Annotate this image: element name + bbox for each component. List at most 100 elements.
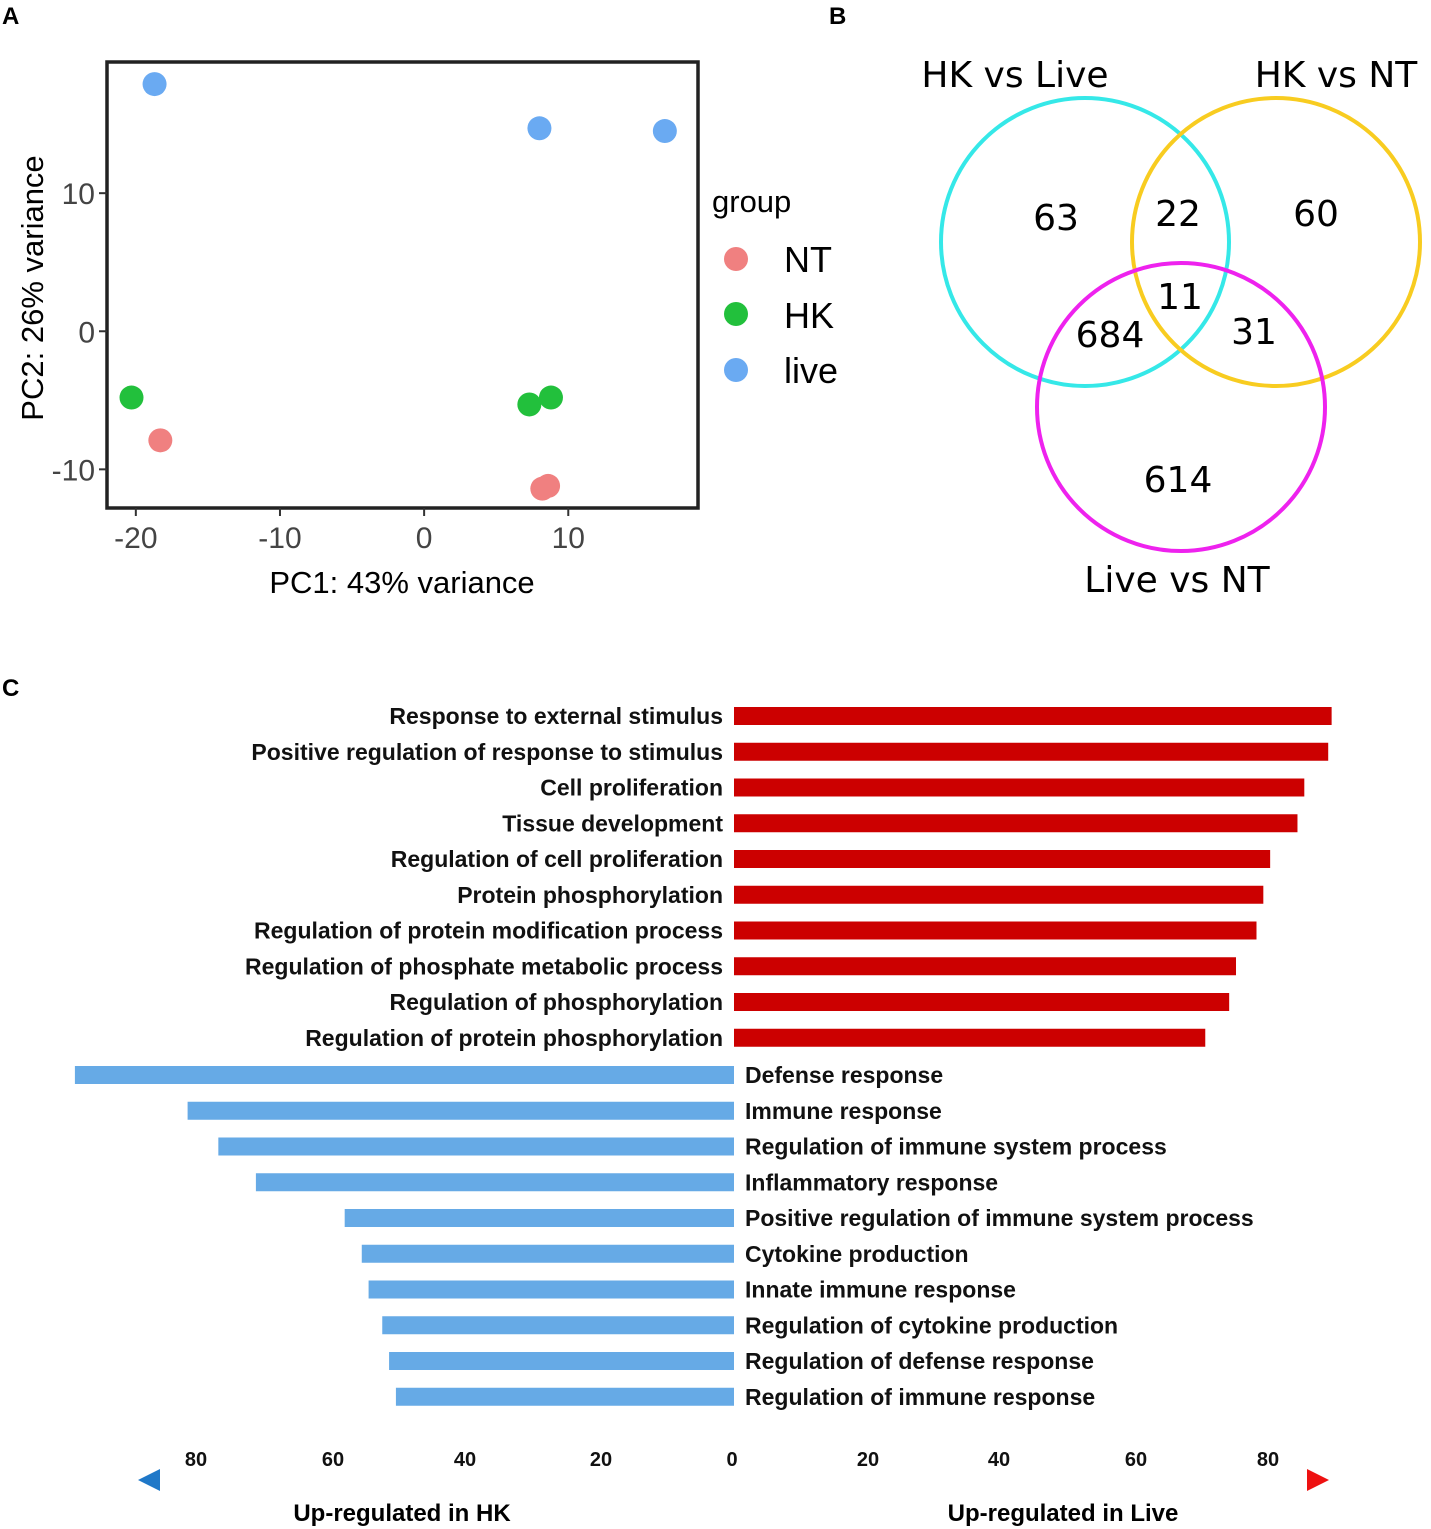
right-arrowhead-icon [1307, 1469, 1329, 1491]
pca-point-live [527, 116, 552, 141]
go-enrichment-bar-chart: Response to external stimulus Positive re… [74, 703, 1332, 1527]
pca-point-hk [119, 385, 144, 410]
bar-live-regulation-of-cell-proliferation [734, 850, 1271, 868]
pca-point-nt [536, 473, 561, 498]
bar-hk-cytokine-production [361, 1244, 734, 1263]
axis-tick-label-right: 40 [988, 1449, 1010, 1471]
category-label: Regulation of cell proliferation [391, 846, 723, 872]
left-arrowhead-icon [138, 1469, 160, 1491]
category-label: Innate immune response [745, 1277, 1016, 1303]
venn-set-label-hk-vs-live: HK vs Live [921, 55, 1108, 96]
axis-label-up-in-live: Up-regulated in Live [948, 1500, 1179, 1527]
x-tick-label: -10 [258, 522, 301, 555]
axis-tick-label-zero: 0 [726, 1449, 737, 1471]
y-tick-label: 10 [62, 178, 95, 211]
venn-count-hk-vs-live-only: 63 [1033, 198, 1079, 239]
legend-marker-live [724, 358, 748, 382]
bar-live-cell-proliferation [734, 778, 1305, 797]
category-label: Regulation of immune response [745, 1384, 1095, 1410]
bar-live-regulation-of-phosphorylation [734, 993, 1230, 1011]
pca-y-axis-label: PC2: 26% variance [15, 155, 50, 420]
bar-live-regulation-of-protein-modification-process [734, 921, 1257, 940]
legend-marker-hk [724, 302, 748, 326]
go-axis: Up-regulated in HK Up-regulated in Live … [138, 1449, 1329, 1527]
bar-hk-defense-response [74, 1066, 734, 1084]
axis-tick-label-right: 60 [1125, 1449, 1147, 1471]
bar-hk-inflammatory-response [255, 1173, 734, 1192]
bar-live-response-to-external-stimulus [734, 707, 1332, 725]
axis-tick-label-left: 60 [322, 1449, 344, 1471]
axis-tick-label-left: 20 [590, 1449, 612, 1471]
bar-live-regulation-of-protein-phosphorylation [734, 1028, 1206, 1047]
category-label: Positive regulation of immune system pro… [745, 1205, 1254, 1231]
go-bars: Response to external stimulus Positive re… [74, 703, 1332, 1410]
bar-hk-regulation-of-defense-response [389, 1352, 734, 1370]
x-tick-label: 10 [552, 522, 585, 555]
venn-set-label-hk-vs-nt: HK vs NT [1255, 55, 1419, 96]
legend-label-live: live [784, 350, 838, 391]
axis-tick-label-left: 40 [454, 1449, 476, 1471]
pca-legend: group NT HK live [712, 184, 838, 391]
bar-live-protein-phosphorylation [734, 885, 1264, 904]
venn-circle-hk-vs-nt [1130, 96, 1422, 388]
panel-label-a: A [2, 3, 19, 30]
pca-point-hk [538, 385, 563, 410]
venn-circle-live-vs-nt [1035, 261, 1327, 553]
panel-label-b: B [829, 3, 846, 30]
pca-axis-ticks: -20 -10 0 10 -10 0 10 [52, 178, 585, 555]
category-label: Tissue development [502, 810, 723, 836]
venn-count-all-three: 11 [1157, 277, 1203, 318]
y-tick-label: -10 [52, 454, 95, 487]
pca-point-live [652, 119, 677, 144]
bar-live-regulation-of-phosphate-metabolic-process [734, 957, 1237, 976]
category-label: Protein phosphorylation [457, 882, 723, 908]
axis-tick-label-left: 80 [185, 1449, 207, 1471]
pca-point-hk [517, 392, 542, 417]
bar-hk-regulation-of-immune-response [395, 1387, 734, 1406]
category-label: Regulation of defense response [745, 1348, 1094, 1374]
y-tick-label: 0 [78, 316, 95, 349]
category-label: Cell proliferation [540, 775, 723, 801]
category-label: Positive regulation of response to stimu… [251, 739, 723, 765]
pca-plot-frame [105, 60, 700, 510]
venn-count-hk-live-and-live-nt: 684 [1076, 315, 1145, 356]
pca-point-live [142, 72, 167, 97]
venn-count-hk-nt-and-live-nt: 31 [1231, 312, 1277, 353]
venn-circle-hk-vs-live [939, 96, 1231, 388]
category-label: Regulation of protein modification proce… [254, 918, 723, 944]
legend-marker-nt [724, 247, 748, 271]
pca-point-nt [148, 428, 173, 453]
venn-set-label-live-vs-nt: Live vs NT [1084, 560, 1270, 601]
category-label: Inflammatory response [745, 1169, 998, 1195]
bar-hk-regulation-of-immune-system-process [218, 1137, 734, 1156]
pca-x-axis-label: PC1: 43% variance [269, 565, 534, 600]
category-label: Cytokine production [745, 1241, 969, 1267]
bar-live-positive-regulation-of-response-to-stimulus [734, 742, 1329, 761]
category-label: Regulation of protein phosphorylation [305, 1025, 723, 1051]
venn-diagram: HK vs Live HK vs NT Live vs NT 63 60 614… [921, 55, 1422, 601]
category-label: Response to external stimulus [389, 703, 723, 729]
category-label: Regulation of cytokine production [745, 1312, 1118, 1338]
category-label: Immune response [745, 1098, 942, 1124]
x-tick-label: 0 [416, 522, 433, 555]
pca-points [119, 72, 677, 501]
panel-label-c: C [2, 675, 19, 702]
legend-label-hk: HK [784, 295, 834, 336]
category-label: Defense response [745, 1062, 943, 1088]
category-label: Regulation of phosphate metabolic proces… [245, 953, 723, 979]
pca-scatter-plot: -20 -10 0 10 -10 0 10 PC1: 43% variance PC2: 2… [15, 60, 838, 600]
category-label: Regulation of immune system process [745, 1134, 1167, 1160]
legend-label-nt: NT [784, 239, 832, 280]
bar-live-tissue-development [734, 814, 1298, 833]
axis-tick-label-right: 20 [857, 1449, 879, 1471]
bar-hk-innate-immune-response [368, 1280, 734, 1299]
axis-tick-label-right: 80 [1257, 1449, 1279, 1471]
category-label: Regulation of phosphorylation [390, 989, 723, 1015]
legend-title: group [712, 184, 791, 219]
x-tick-label: -20 [114, 522, 157, 555]
axis-label-up-in-hk: Up-regulated in HK [293, 1500, 511, 1527]
venn-count-hk-vs-nt-only: 60 [1293, 194, 1339, 235]
bar-hk-immune-response [187, 1101, 735, 1120]
venn-count-live-vs-nt-only: 614 [1144, 460, 1213, 501]
